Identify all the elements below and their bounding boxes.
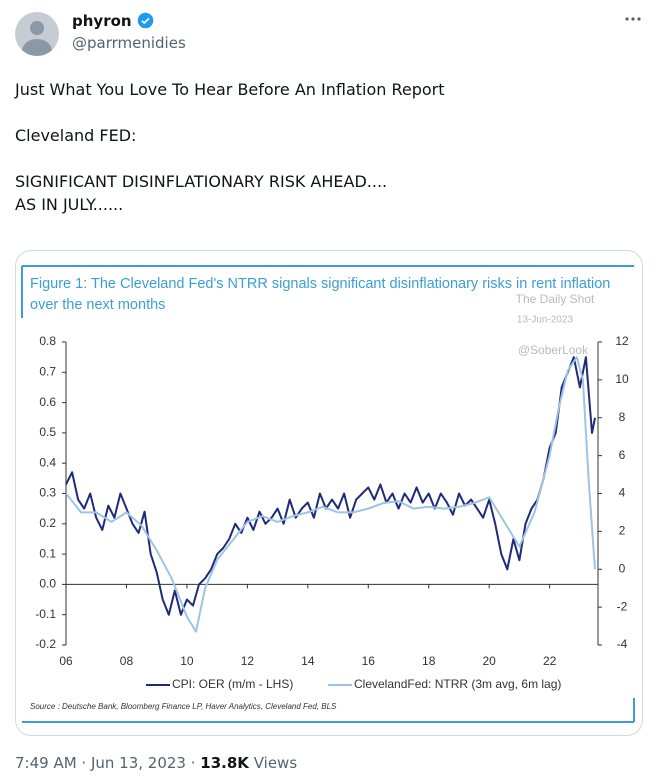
x-tick-label: 06 <box>59 654 73 668</box>
x-tick-label: 08 <box>120 654 134 668</box>
y-tick-label: 0.6 <box>39 395 56 409</box>
media-card[interactable] <box>15 250 643 736</box>
x-tick-label: 14 <box>301 654 315 668</box>
tweet-footer: 7:49 AM Jun 13, 2023 13.8K Views <box>15 754 297 772</box>
line: SIGNIFICANT DISINFLATIONARY RISK AHEAD..… <box>15 172 388 191</box>
y2-tick-label: 6 <box>619 448 626 462</box>
views-count: 13.8K <box>200 754 249 772</box>
x-tick-label: 20 <box>483 654 497 668</box>
x-tick-label: 18 <box>422 654 436 668</box>
watermark: The Daily Shot <box>516 292 595 306</box>
y-tick-label: 0.8 <box>39 334 56 348</box>
y-tick-label: 0.7 <box>39 364 56 378</box>
avatar[interactable] <box>15 12 59 56</box>
y2-tick-label: -2 <box>617 599 628 613</box>
y-tick-label: 0.0 <box>39 577 56 591</box>
y-tick-label: 0.4 <box>39 455 56 469</box>
series-line <box>65 356 596 633</box>
y2-tick-label: -4 <box>617 637 628 651</box>
series-line <box>65 356 596 616</box>
more-button[interactable] <box>624 16 642 22</box>
verified-badge <box>137 12 154 29</box>
legend-label: ClevelandFed: NTRR (3m avg, 6m lag) <box>354 677 561 691</box>
y2-tick-label: 12 <box>615 334 629 348</box>
chart-title: Figure 1: The Cleveland Fed's NTRR signa… <box>30 276 611 313</box>
y-tick-label: 0.5 <box>39 425 56 439</box>
paragraph: Cleveland FED: <box>15 126 137 145</box>
y2-tick-label: 10 <box>615 372 629 386</box>
y2-tick-label: 4 <box>619 486 626 500</box>
x-tick-label: 12 <box>241 654 255 668</box>
line: AS IN JULY...... <box>15 195 124 214</box>
y2-tick-label: 2 <box>619 524 626 538</box>
y-tick-label: 0.1 <box>39 546 56 560</box>
user-handle[interactable]: @parrmenidies <box>72 34 186 52</box>
x-tick-label: 16 <box>362 654 376 668</box>
y-tick-label: -0.1 <box>35 607 56 621</box>
user-name-text: phyron <box>72 12 132 30</box>
x-tick-label: 10 <box>180 654 194 668</box>
tweet-text: Just What You Love To Hear Before An Inf… <box>15 78 635 216</box>
y-tick-label: 0.3 <box>39 486 56 500</box>
date[interactable]: Jun 13, 2023 <box>90 754 186 772</box>
watermark: 13-Jun-2023 <box>517 315 574 326</box>
watermark: @SoberLook <box>518 343 589 357</box>
x-tick-label: 22 <box>543 654 557 668</box>
time[interactable]: 7:49 AM <box>15 754 77 772</box>
views-label: Views <box>253 754 298 772</box>
paragraph: Just What You Love To Hear Before An Inf… <box>15 80 445 99</box>
legend-label: CPI: OER (m/m - LHS) <box>172 677 293 691</box>
y-tick-label: -0.2 <box>35 637 56 651</box>
y2-tick-label: 8 <box>619 410 626 424</box>
y-tick-label: 0.2 <box>39 516 56 530</box>
source: Source : Deutsche Bank, Bloomberg Financ… <box>30 702 337 711</box>
y2-tick-label: 0 <box>619 561 626 575</box>
user-name[interactable]: phyron <box>72 12 154 30</box>
